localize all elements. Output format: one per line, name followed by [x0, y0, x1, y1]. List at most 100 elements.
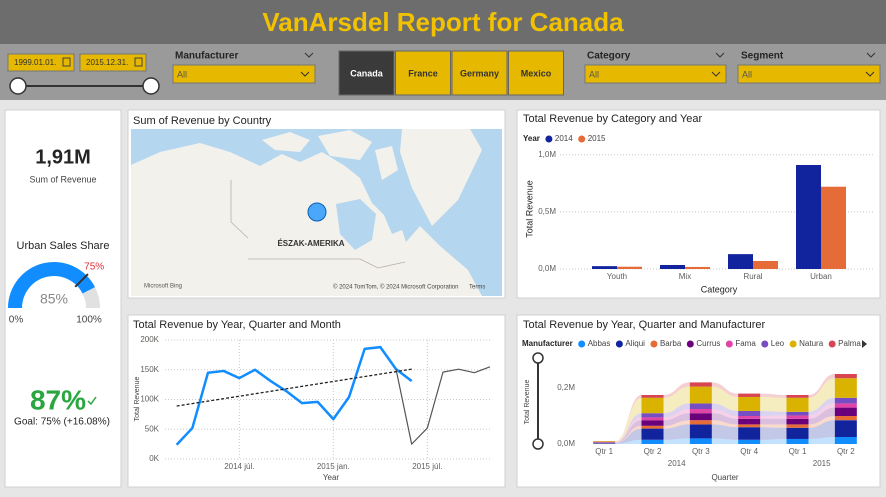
- map-greenland: [400, 129, 482, 226]
- legend-label[interactable]: Palma: [838, 339, 861, 348]
- legend-label[interactable]: Currus: [696, 339, 720, 348]
- ribbon-bar[interactable]: [641, 395, 664, 398]
- ribbon-bar[interactable]: [738, 416, 761, 419]
- ribbon-bar[interactable]: [786, 424, 809, 428]
- ribbon-bar[interactable]: [641, 397, 664, 414]
- legend-label[interactable]: Abbas: [588, 339, 611, 348]
- bar[interactable]: [660, 265, 685, 269]
- bar[interactable]: [753, 261, 778, 269]
- ribbon-bar[interactable]: [738, 424, 761, 428]
- map-bay: [336, 199, 376, 250]
- legend-label[interactable]: Natura: [799, 339, 824, 348]
- ribbon-bar[interactable]: [834, 407, 857, 416]
- segment-dropdown[interactable]: [737, 64, 881, 84]
- slider-handle[interactable]: [532, 352, 544, 364]
- ribbon-bar[interactable]: [738, 427, 761, 440]
- ribbon-bar[interactable]: [786, 397, 809, 412]
- bar[interactable]: [796, 165, 821, 269]
- ribbon-bar[interactable]: [738, 439, 761, 444]
- ribbon-bar[interactable]: [738, 410, 761, 416]
- y-tick-label: 0,2M: [557, 383, 575, 392]
- x-tick-label: Rural: [743, 272, 762, 281]
- ribbon-bar[interactable]: [641, 413, 664, 418]
- ribbon-bar[interactable]: [834, 403, 857, 408]
- ribbon-bar[interactable]: [834, 416, 857, 421]
- ribbon: [663, 409, 690, 421]
- slider-handle[interactable]: [532, 438, 544, 450]
- ribbon: [663, 424, 690, 440]
- ribbon-bar[interactable]: [738, 396, 761, 411]
- bar[interactable]: [685, 266, 710, 269]
- ribbon: [711, 413, 739, 425]
- ribbon-bar[interactable]: [786, 427, 809, 439]
- bar[interactable]: [617, 266, 642, 269]
- legend-label[interactable]: Leo: [771, 339, 785, 348]
- ribbon-bar[interactable]: [834, 397, 857, 404]
- ribbon-bar[interactable]: [834, 420, 857, 437]
- x-tick-label: Qtr 3: [692, 447, 710, 456]
- ribbon-bar[interactable]: [689, 409, 712, 414]
- ribbon: [711, 424, 739, 440]
- ribbon-bar[interactable]: [834, 378, 857, 398]
- ribbon-bar[interactable]: [689, 386, 712, 404]
- gauge-max-label: 100%: [76, 315, 102, 326]
- map-title: Sum of Revenue by Country: [133, 115, 272, 127]
- country-button[interactable]: [338, 50, 395, 96]
- gauge-target-label: 75%: [84, 261, 104, 272]
- ribbon-bar[interactable]: [689, 413, 712, 421]
- segment-label: Segment: [741, 51, 784, 62]
- ribbon-bar[interactable]: [593, 441, 616, 443]
- bar[interactable]: [592, 266, 617, 269]
- legend-label[interactable]: Fama: [735, 339, 756, 348]
- ribbon-bar[interactable]: [689, 382, 712, 387]
- legend-label[interactable]: Barba: [660, 339, 682, 348]
- ribbon-bar[interactable]: [786, 411, 809, 416]
- ribbon-bar[interactable]: [689, 438, 712, 444]
- ribbon-bar[interactable]: [738, 418, 761, 425]
- country-button[interactable]: [508, 50, 564, 96]
- y-tick-label: 150K: [140, 365, 159, 374]
- map-bubble[interactable]: [307, 202, 327, 222]
- date-to-box[interactable]: [79, 53, 147, 72]
- legend-next[interactable]: [862, 340, 867, 348]
- bar[interactable]: [821, 186, 846, 269]
- legend-label[interactable]: 2014: [555, 134, 573, 143]
- slider-handle[interactable]: [9, 77, 27, 95]
- ribbon: [808, 378, 835, 412]
- ribbon-bar[interactable]: [786, 395, 809, 398]
- bar[interactable]: [728, 254, 753, 269]
- gauge-value: [8, 262, 95, 308]
- ribbon-bar[interactable]: [641, 420, 664, 426]
- ribbon-bar[interactable]: [689, 420, 712, 425]
- ribbon-bar[interactable]: [834, 374, 857, 379]
- ribbon: [711, 386, 739, 411]
- slider-handle[interactable]: [142, 77, 160, 95]
- category-dropdown[interactable]: [584, 64, 727, 84]
- ribbon-bar[interactable]: [689, 424, 712, 439]
- ribbon-bar[interactable]: [641, 439, 664, 444]
- ribbon-bar[interactable]: [786, 418, 809, 425]
- ribbon-bar[interactable]: [641, 417, 664, 421]
- date-from-box[interactable]: [7, 53, 75, 72]
- ribbon-bar[interactable]: [641, 428, 664, 440]
- legend-swatch: [578, 340, 586, 348]
- share-goal: Goal: 75% (+16.08%): [14, 417, 110, 428]
- ribbon-bar[interactable]: [786, 415, 809, 419]
- year-label: 2015: [813, 459, 831, 468]
- legend-label[interactable]: Aliqui: [625, 339, 645, 348]
- gauge-min-label: 0%: [9, 315, 24, 326]
- country-button[interactable]: [451, 50, 508, 96]
- ribbon: [615, 425, 642, 444]
- ribbon-bar[interactable]: [834, 437, 857, 444]
- ribbon-bar[interactable]: [593, 443, 616, 444]
- manufacturer-dropdown[interactable]: [172, 64, 316, 84]
- country-button[interactable]: [395, 50, 451, 96]
- ribbon-bar[interactable]: [641, 425, 664, 429]
- ribbon-bar[interactable]: [689, 403, 712, 409]
- y-axis-label: Total Revenue: [134, 377, 141, 422]
- legend-label[interactable]: 2015: [588, 134, 606, 143]
- ribbon-bar[interactable]: [738, 393, 761, 397]
- ribbon-bar[interactable]: [786, 438, 809, 444]
- map-brand: Microsoft Bing: [144, 284, 182, 290]
